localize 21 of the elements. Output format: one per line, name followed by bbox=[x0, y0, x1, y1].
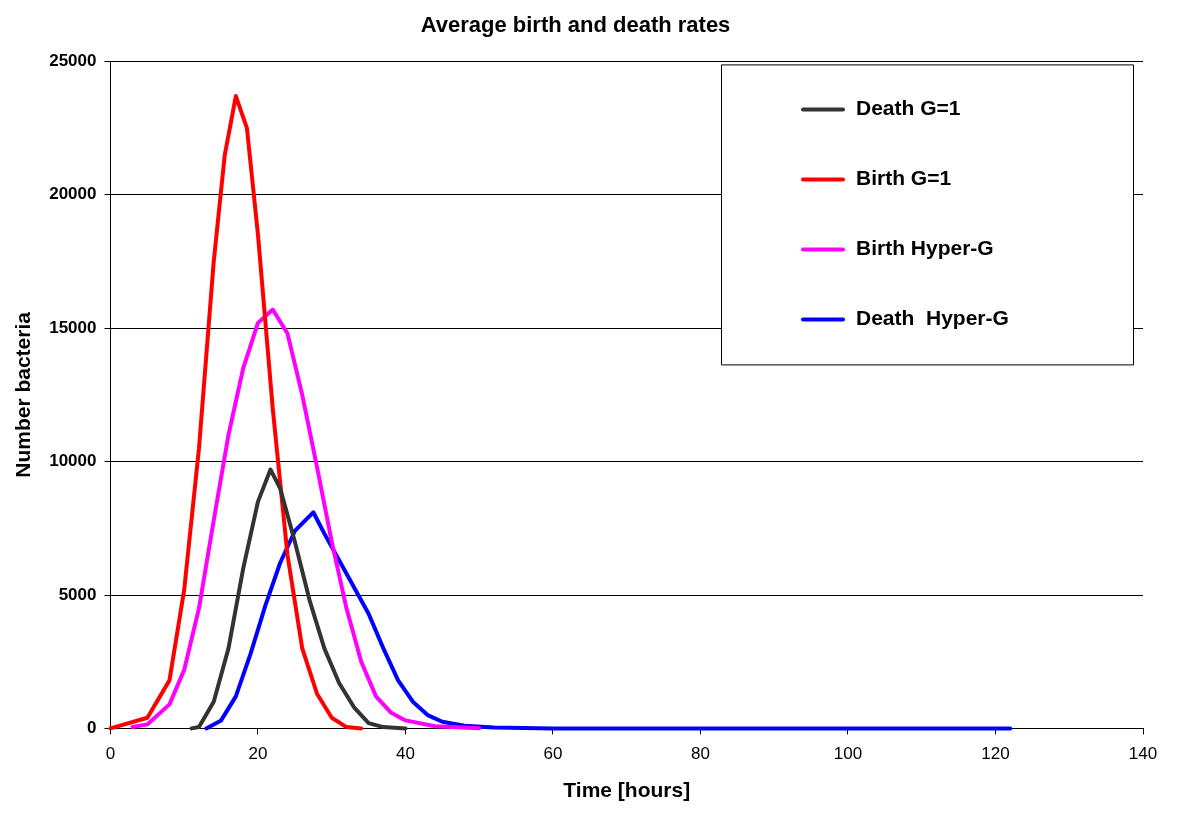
y-tick-label: 20000 bbox=[49, 184, 97, 204]
y-tick-label: 0 bbox=[87, 718, 97, 738]
legend-label: Birth Hyper-G bbox=[856, 236, 994, 260]
legend-label: Birth G=1 bbox=[856, 166, 952, 190]
y-tick-label: 25000 bbox=[49, 51, 97, 71]
x-tick-label: 60 bbox=[543, 744, 563, 764]
x-axis-title: Time [hours] bbox=[563, 778, 691, 802]
chart-title: Average birth and death rates bbox=[420, 12, 731, 38]
y-axis-title: Number bacteria bbox=[11, 311, 35, 478]
y-tick-label: 5000 bbox=[58, 584, 97, 604]
x-tick-label: 40 bbox=[396, 744, 415, 764]
x-tick-label: 80 bbox=[691, 744, 710, 764]
legend-label: Death G=1 bbox=[856, 96, 961, 120]
legend-label: Death Hyper-G bbox=[856, 306, 1009, 330]
y-tick-label: 10000 bbox=[49, 451, 97, 471]
x-tick-label: 0 bbox=[105, 744, 116, 764]
x-tick-label: 140 bbox=[1128, 744, 1158, 764]
x-tick-label: 100 bbox=[833, 744, 863, 764]
x-tick-label: 120 bbox=[981, 744, 1010, 764]
x-tick-label: 20 bbox=[248, 744, 268, 764]
y-tick-label: 15000 bbox=[49, 317, 97, 337]
